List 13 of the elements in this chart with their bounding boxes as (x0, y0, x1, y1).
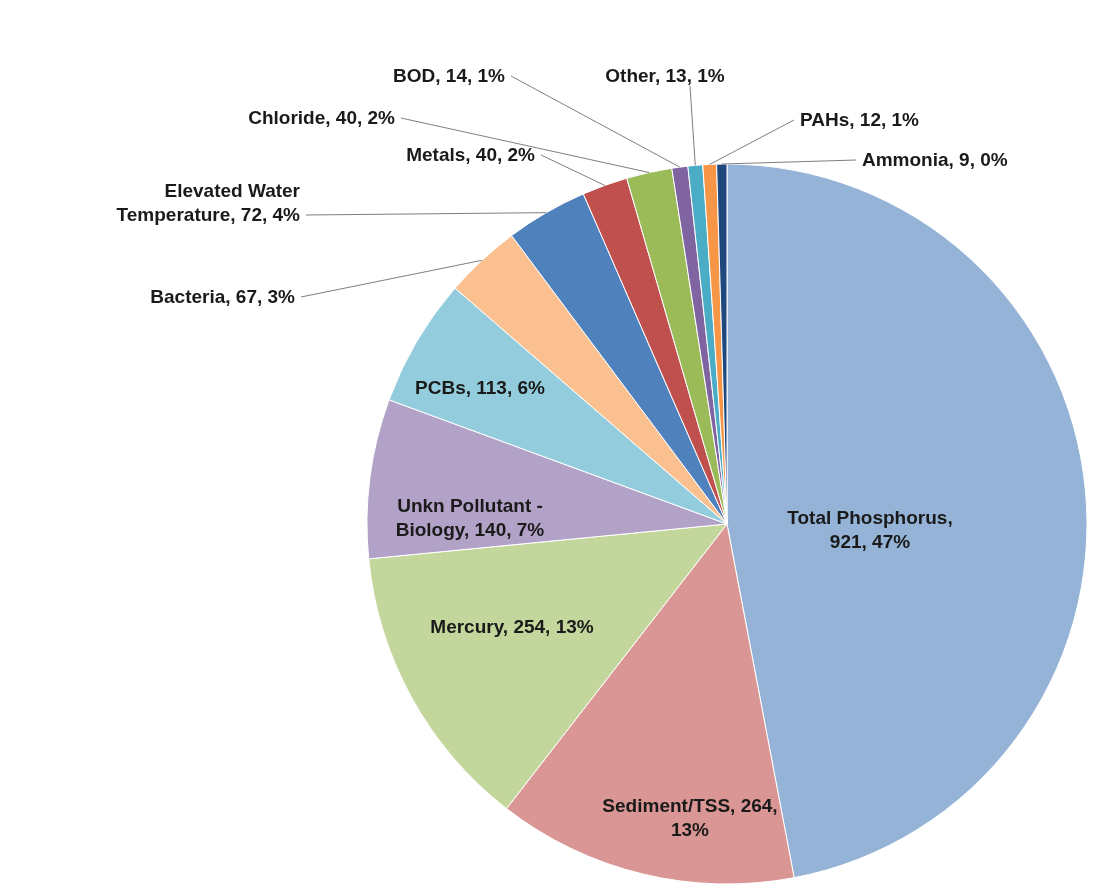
slice-label: Chloride, 40, 2% (248, 107, 396, 128)
slice-label: Bacteria, 67, 3% (150, 286, 296, 307)
slice-label: Metals, 40, 2% (406, 144, 536, 165)
slice-label: PAHs, 12, 1% (800, 109, 920, 130)
slice-label: PCBs, 113, 6% (415, 377, 546, 398)
slice-label: Unkn Pollutant - Biology, 140, 7% (395, 495, 545, 540)
slice-label: BOD, 14, 1% (393, 65, 506, 86)
slice-label: Mercury, 254, 13% (430, 616, 594, 637)
slice-label: Total Phosphorus, 921, 47% (787, 507, 953, 552)
slice-label: Elevated Water Temperature, 72, 4% (116, 180, 301, 225)
slice-label: Ammonia, 9, 0% (862, 149, 1008, 170)
slice-label: Other, 13, 1% (605, 65, 725, 86)
slice-label: Sediment/TSS, 264, 13% (602, 795, 778, 840)
